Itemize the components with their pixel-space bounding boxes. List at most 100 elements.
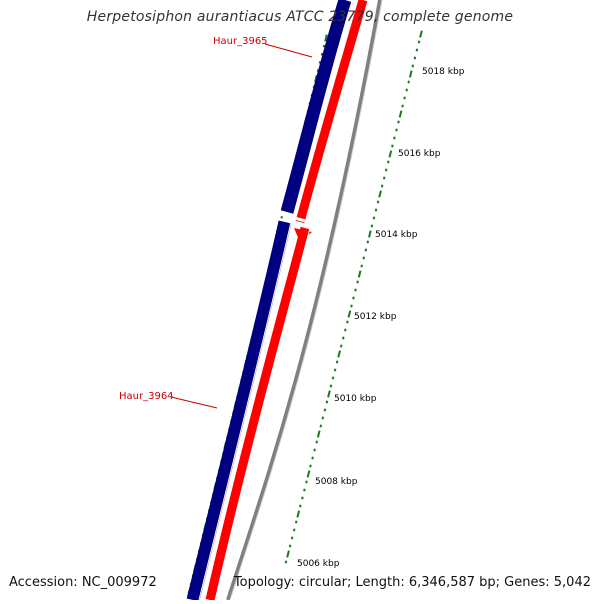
scale-label: 5016 kbp bbox=[398, 149, 441, 159]
scale-label: 5006 kbp bbox=[297, 559, 340, 569]
minor-tick bbox=[346, 320, 349, 324]
minor-tick bbox=[364, 248, 368, 252]
major-tick bbox=[316, 430, 321, 438]
minor-tick bbox=[356, 280, 359, 284]
major-tick bbox=[408, 70, 413, 78]
minor-tick bbox=[395, 128, 398, 132]
minor-tick bbox=[322, 44, 326, 48]
major-tick bbox=[337, 350, 341, 358]
minor-tick bbox=[376, 200, 380, 204]
gene-arrow-head bbox=[294, 228, 312, 242]
minor-tick bbox=[323, 408, 327, 412]
minor-tick bbox=[403, 96, 406, 100]
minor-tick bbox=[321, 416, 325, 420]
scale-label: 5018 kbp bbox=[422, 67, 465, 77]
minor-tick bbox=[401, 104, 404, 108]
gene-label-haur-3964: Haur_3964 bbox=[119, 391, 174, 402]
gene-haur-3965-reverse bbox=[280, 0, 352, 214]
minor-tick bbox=[393, 136, 396, 140]
minor-tick bbox=[325, 400, 329, 404]
minor-tick bbox=[370, 224, 374, 228]
scale-label: 5012 kbp bbox=[354, 312, 397, 322]
minor-tick bbox=[301, 496, 304, 500]
minor-tick bbox=[350, 304, 353, 308]
minor-tick bbox=[318, 61, 322, 64]
gene-haur-3964-reverse bbox=[186, 220, 292, 602]
scale-label: 5010 kbp bbox=[334, 394, 377, 404]
minor-tick bbox=[329, 384, 333, 388]
map-title: Herpetosiphon aurantiacus ATCC 23779, co… bbox=[86, 9, 514, 25]
minor-tick bbox=[415, 48, 419, 52]
minor-tick bbox=[344, 328, 347, 332]
major-tick bbox=[388, 150, 393, 158]
minor-tick bbox=[331, 376, 335, 380]
minor-tick bbox=[311, 456, 314, 460]
forward-strand-edge bbox=[215, 227, 311, 601]
minor-tick bbox=[290, 536, 294, 540]
gene-haur-3964-forward bbox=[205, 226, 310, 602]
minor-tick bbox=[303, 488, 306, 492]
haur-3964-pointer bbox=[170, 396, 218, 409]
minor-tick bbox=[362, 256, 365, 260]
minor-tick bbox=[391, 144, 394, 148]
minor-tick bbox=[354, 288, 357, 292]
minor-tick bbox=[333, 368, 337, 372]
minor-tick bbox=[411, 64, 415, 68]
minor-tick bbox=[309, 464, 312, 468]
major-tick bbox=[327, 390, 331, 398]
gene-haur-3965-forward bbox=[295, 0, 368, 224]
haur-3965-pointer bbox=[264, 43, 313, 58]
minor-tick bbox=[405, 88, 408, 92]
minor-tick bbox=[288, 544, 292, 548]
minor-tick bbox=[382, 176, 386, 180]
reverse-strand-highlight bbox=[198, 221, 292, 601]
scale-label: 5008 kbp bbox=[315, 477, 358, 487]
outer-tick-marks bbox=[284, 30, 423, 564]
major-tick bbox=[347, 310, 352, 318]
minor-tick bbox=[319, 424, 323, 428]
minor-tick bbox=[339, 344, 343, 348]
backbone-line bbox=[226, 0, 382, 601]
gene-boundary bbox=[279, 212, 317, 226]
major-tick bbox=[357, 270, 362, 278]
major-tick bbox=[398, 110, 403, 118]
minor-tick bbox=[366, 240, 370, 244]
accession-label: Accession: NC_009972 bbox=[9, 575, 157, 590]
genome-summary: Topology: circular; Length: 6,346,587 bp… bbox=[233, 575, 591, 590]
minor-tick bbox=[352, 296, 355, 300]
minor-tick bbox=[380, 184, 384, 188]
minor-tick bbox=[417, 40, 421, 44]
minor-tick bbox=[372, 216, 376, 220]
minor-tick bbox=[313, 448, 316, 452]
minor-tick bbox=[374, 208, 378, 212]
minor-tick bbox=[294, 520, 298, 524]
minor-tick bbox=[280, 215, 283, 219]
backbone-highlight bbox=[229, 0, 383, 601]
major-tick bbox=[419, 30, 423, 38]
minor-tick bbox=[360, 264, 363, 268]
scale-label: 5014 kbp bbox=[375, 230, 418, 240]
minor-tick bbox=[292, 528, 296, 532]
minor-tick bbox=[320, 52, 324, 56]
minor-tick bbox=[413, 56, 417, 60]
minor-tick bbox=[407, 80, 410, 84]
minor-tick bbox=[342, 336, 345, 340]
minor-tick bbox=[316, 69, 320, 73]
major-tick bbox=[296, 510, 301, 518]
minor-tick bbox=[299, 504, 302, 508]
minor-tick bbox=[315, 440, 318, 444]
major-tick bbox=[368, 230, 372, 238]
major-tick bbox=[324, 34, 328, 42]
minor-tick bbox=[387, 160, 390, 164]
major-tick bbox=[306, 470, 311, 478]
minor-tick bbox=[335, 360, 339, 364]
gene-label-haur-3965: Haur_3965 bbox=[213, 36, 268, 47]
major-tick bbox=[378, 190, 382, 198]
minor-tick bbox=[397, 120, 400, 124]
minor-tick bbox=[384, 168, 388, 172]
minor-tick bbox=[284, 560, 288, 564]
major-tick bbox=[286, 550, 290, 558]
minor-tick bbox=[305, 480, 308, 484]
